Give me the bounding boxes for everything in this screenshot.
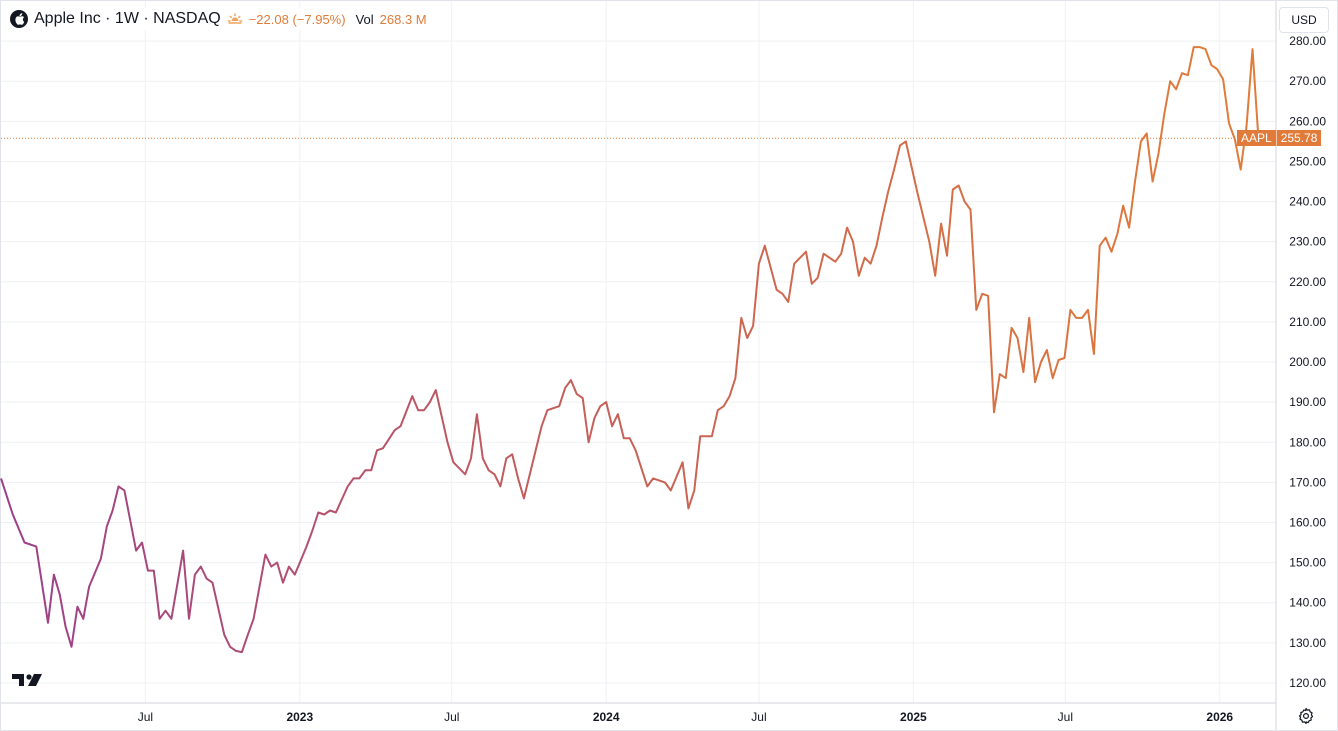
y-tick-label: 210.00	[1289, 315, 1326, 329]
x-tick-label: Jul	[444, 710, 459, 724]
y-tick-label: 250.00	[1289, 154, 1326, 168]
y-tick-label: 130.00	[1289, 636, 1326, 650]
y-tick-label: 150.00	[1289, 556, 1326, 570]
price-axis-labels[interactable]: 120.00 130.00 140.00 150.00 160.00 170.00 180.…	[1289, 34, 1326, 690]
y-tick-label: 200.00	[1289, 355, 1326, 369]
y-tick-label: 220.00	[1289, 275, 1326, 289]
x-tick-label: 2026	[1206, 710, 1233, 724]
x-tick-label: 2025	[900, 710, 927, 724]
price-series-line	[0, 46, 1260, 654]
y-tick-label: 240.00	[1289, 195, 1326, 209]
y-tick-label: 260.00	[1289, 114, 1326, 128]
x-tick-label: 2023	[286, 710, 313, 724]
x-tick-label: Jul	[751, 710, 766, 724]
price-tag-value: 255.78	[1275, 130, 1322, 147]
y-tick-label: 190.00	[1289, 395, 1326, 409]
x-tick-label: Jul	[138, 710, 153, 724]
y-tick-label: 120.00	[1289, 676, 1326, 690]
tradingview-logo-icon[interactable]	[12, 672, 44, 693]
last-price-tag: AAPL 255.78	[1237, 130, 1322, 147]
horizontal-gridlines	[1, 40, 1276, 684]
currency-selector[interactable]: USD	[1279, 7, 1329, 33]
x-tick-label: 2024	[593, 710, 620, 724]
y-tick-label: 140.00	[1289, 596, 1326, 610]
time-axis-labels[interactable]: Jul 2023 Jul 2024 Jul 2025 Jul 2026	[138, 710, 1234, 724]
apple-logo-icon	[10, 10, 28, 28]
x-tick-label: Jul	[1058, 710, 1073, 724]
symbol-title[interactable]: Apple Inc · 1W · NASDAQ	[34, 10, 221, 27]
price-change: −22.08 (−7.95%)	[248, 11, 346, 27]
gear-icon[interactable]	[1296, 706, 1316, 726]
chart-legend: Apple Inc · 1W · NASDAQ −22.08 (−7.95%) …	[10, 8, 431, 30]
vertical-gridlines	[144, 1, 1221, 703]
sun-icon	[227, 13, 242, 26]
y-tick-label: 170.00	[1289, 475, 1326, 489]
y-tick-label: 270.00	[1289, 74, 1326, 88]
y-tick-label: 160.00	[1289, 515, 1326, 529]
y-tick-label: 280.00	[1289, 34, 1326, 48]
y-tick-label: 230.00	[1289, 235, 1326, 249]
price-tag-symbol: AAPL	[1237, 130, 1276, 147]
volume-label: Vol	[355, 11, 374, 27]
y-tick-label: 180.00	[1289, 435, 1326, 449]
volume-value: 268.3 M	[379, 11, 427, 27]
